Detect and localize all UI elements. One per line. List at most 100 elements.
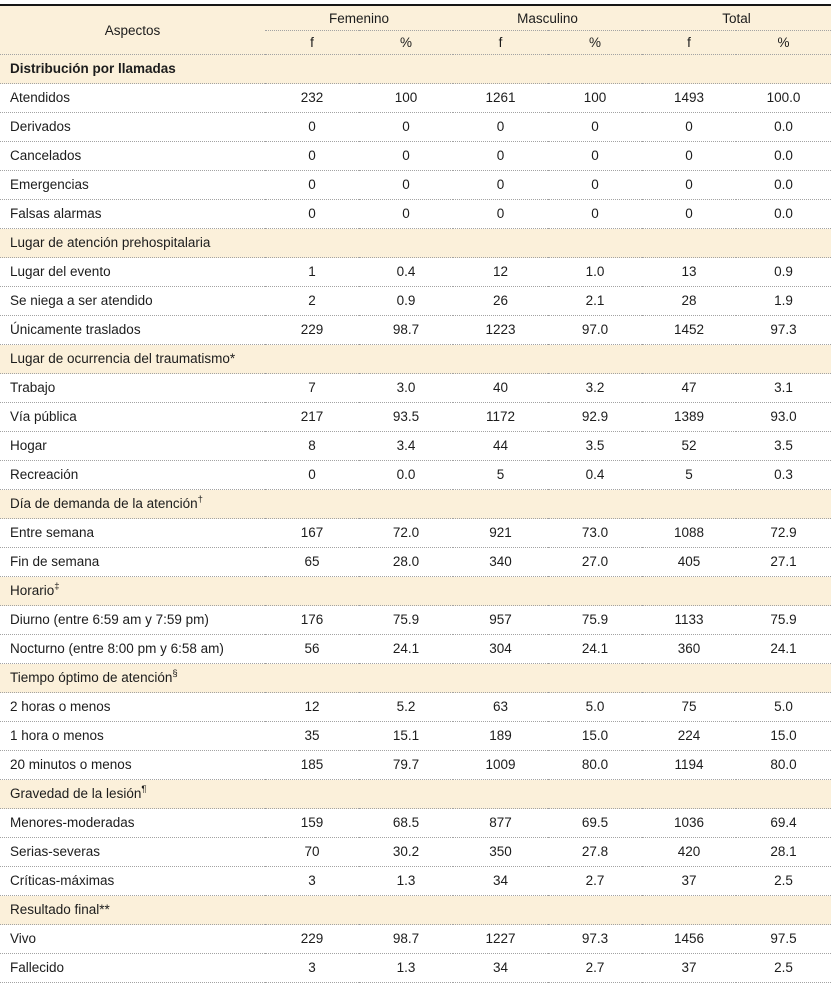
cell-femenino-pct: 24.1 (359, 634, 454, 664)
row-label: Entre semana (0, 518, 265, 548)
row-label: Atendidos (0, 83, 265, 113)
table-row: 20 minutos o menos 185 79.7 1009 80.0 1194 80.… (0, 750, 831, 780)
cell-femenino-f: 167 (265, 518, 359, 548)
cell-masculino-f: 1261 (453, 83, 549, 113)
cell-total-f: 0 (642, 112, 737, 142)
cell-total-f: 1088 (642, 518, 737, 548)
cell-femenino-f: 12 (265, 692, 359, 722)
cell-total-f: 405 (642, 547, 737, 577)
section-title: Lugar de ocurrencia del traumatismo* (0, 344, 831, 374)
cell-femenino-pct: 72.0 (359, 518, 454, 548)
cell-femenino-f: 217 (265, 402, 359, 432)
cell-femenino-f: 185 (265, 750, 359, 780)
section-footnote-mark: ‡ (54, 580, 60, 592)
cell-femenino-pct: 0 (359, 170, 454, 200)
cell-femenino-pct: 0.0 (359, 460, 454, 490)
table-row: Diurno (entre 6:59 am y 7:59 pm) 176 75.9 9… (0, 605, 831, 635)
cell-femenino-f: 3 (265, 866, 359, 896)
cell-total-pct: 93.0 (736, 402, 831, 432)
cell-masculino-f: 1223 (453, 315, 549, 345)
cell-femenino-f: 0 (265, 141, 359, 171)
cell-masculino-pct: 75.9 (548, 605, 643, 635)
column-header-aspectos: Aspectos (0, 5, 265, 55)
column-header-femenino-pct: % (359, 30, 454, 55)
column-header-femenino-f: f (265, 30, 359, 55)
cell-femenino-pct: 68.5 (359, 808, 454, 838)
table-row: Falsas alarmas 0 0 0 0 0 0.0 (0, 199, 831, 229)
cell-total-f: 1036 (642, 808, 737, 838)
row-label: Fin de semana (0, 547, 265, 577)
section-footnote-mark: § (172, 667, 178, 679)
table-row: Entre semana 167 72.0 921 73.0 1088 72.9 (0, 518, 831, 548)
cell-femenino-pct: 93.5 (359, 402, 454, 432)
row-label: Únicamente traslados (0, 315, 265, 345)
cell-masculino-f: 12 (453, 257, 549, 287)
cell-masculino-f: 5 (453, 460, 549, 490)
table-row: Hogar 8 3.4 44 3.5 52 3.5 (0, 431, 831, 461)
cell-masculino-f: 350 (453, 837, 549, 867)
table-row: Críticas-máximas 3 1.3 34 2.7 37 2.5 (0, 866, 831, 896)
cell-masculino-pct: 69.5 (548, 808, 643, 838)
column-header-total-pct: % (736, 30, 831, 55)
cell-total-pct: 69.4 (736, 808, 831, 838)
cell-femenino-pct: 1.3 (359, 866, 454, 896)
cell-masculino-pct: 0 (548, 199, 643, 229)
row-label: Hogar (0, 431, 265, 461)
cell-femenino-f: 35 (265, 721, 359, 751)
section-header-row: Gravedad de la lesión¶ (0, 779, 831, 809)
cell-masculino-f: 957 (453, 605, 549, 635)
cell-masculino-f: 34 (453, 866, 549, 896)
cell-masculino-pct: 0 (548, 112, 643, 142)
cell-total-pct: 27.1 (736, 547, 831, 577)
cell-masculino-pct: 100 (548, 83, 643, 113)
cell-masculino-pct: 1.0 (548, 257, 643, 287)
cell-total-f: 75 (642, 692, 737, 722)
cell-masculino-f: 189 (453, 721, 549, 751)
cell-femenino-f: 65 (265, 547, 359, 577)
cell-femenino-pct: 0 (359, 199, 454, 229)
cell-femenino-f: 3 (265, 953, 359, 983)
cell-total-f: 1133 (642, 605, 737, 635)
cell-masculino-pct: 0 (548, 141, 643, 171)
section-footnote-mark: † (197, 493, 203, 505)
cell-masculino-f: 26 (453, 286, 549, 316)
cell-total-f: 0 (642, 141, 737, 171)
cell-masculino-f: 1227 (453, 924, 549, 954)
table-row: Vía pública 217 93.5 1172 92.9 1389 93.0 (0, 402, 831, 432)
section-title: Distribución por llamadas (0, 54, 831, 84)
section-title-text: Distribución por llamadas (10, 61, 176, 76)
row-label: 2 horas o menos (0, 692, 265, 722)
cell-masculino-f: 63 (453, 692, 549, 722)
section-title: Resultado final** (0, 895, 831, 925)
section-header-row: Tiempo óptimo de atención§ (0, 663, 831, 693)
cell-femenino-pct: 15.1 (359, 721, 454, 751)
cell-masculino-f: 0 (453, 170, 549, 200)
cell-masculino-pct: 97.0 (548, 315, 643, 345)
cell-masculino-pct: 0.4 (548, 460, 643, 490)
column-header-masculino-pct: % (548, 30, 643, 55)
cell-femenino-f: 0 (265, 460, 359, 490)
cell-femenino-f: 0 (265, 199, 359, 229)
cell-total-f: 1493 (642, 83, 737, 113)
cell-femenino-pct: 100 (359, 83, 454, 113)
row-label: Nocturno (entre 8:00 pm y 6:58 am) (0, 634, 265, 664)
cell-masculino-pct: 2.1 (548, 286, 643, 316)
cell-total-pct: 24.1 (736, 634, 831, 664)
section-header-row: Horario‡ (0, 576, 831, 606)
row-label: Emergencias (0, 170, 265, 200)
cell-total-pct: 0.9 (736, 257, 831, 287)
cell-masculino-pct: 92.9 (548, 402, 643, 432)
table-row: Serias-severas 70 30.2 350 27.8 420 28.1 (0, 837, 831, 867)
table-row: Vivo 229 98.7 1227 97.3 1456 97.5 (0, 924, 831, 954)
cell-total-f: 420 (642, 837, 737, 867)
cell-total-f: 37 (642, 953, 737, 983)
section-header-row: Día de demanda de la atención† (0, 489, 831, 519)
cell-masculino-f: 0 (453, 141, 549, 171)
row-label: Trabajo (0, 373, 265, 403)
column-group-masculino: Masculino (453, 5, 643, 31)
cell-masculino-pct: 97.3 (548, 924, 643, 954)
section-title: Tiempo óptimo de atención§ (0, 663, 831, 693)
section-title-text: Tiempo óptimo de atención (10, 670, 173, 685)
section-title-text: Horario (10, 583, 55, 598)
